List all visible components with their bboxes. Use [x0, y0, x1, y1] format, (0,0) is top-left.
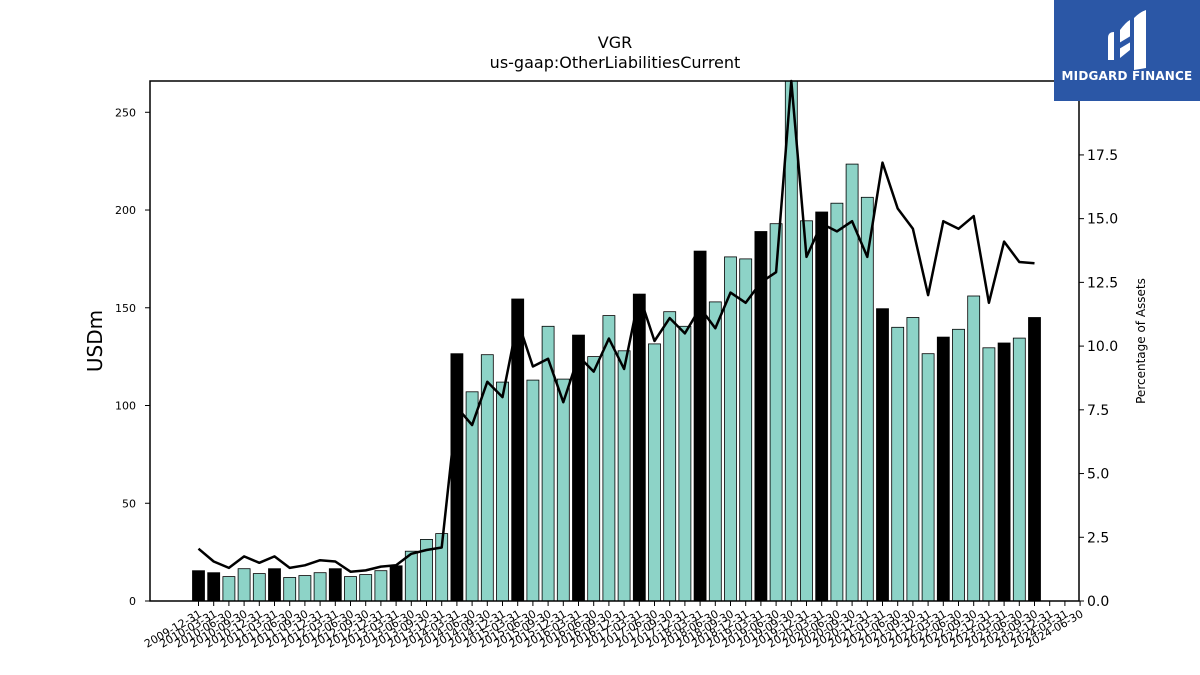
- bar: [328, 568, 342, 602]
- y2-tick-label: 12.5: [1087, 275, 1118, 291]
- bar: [724, 256, 737, 602]
- y2-tick-label: 2.5: [1087, 530, 1109, 546]
- logo-mark-icon: [1108, 10, 1146, 70]
- bar: [404, 550, 418, 602]
- bar: [739, 258, 753, 602]
- bar: [632, 293, 646, 602]
- y-tick-label: 0: [129, 595, 136, 608]
- bar: [693, 250, 707, 602]
- bar: [283, 577, 297, 602]
- bar: [572, 334, 585, 602]
- bar: [1012, 337, 1026, 602]
- bar: [997, 342, 1011, 602]
- brand-name: MIDGARD FINANCE: [1061, 69, 1193, 83]
- chart-title: VGR: [598, 33, 632, 52]
- bar: [526, 379, 540, 602]
- bar: [298, 575, 312, 602]
- bar: [207, 572, 221, 602]
- plot-frame: [149, 80, 1080, 602]
- bar: [374, 570, 388, 602]
- bar: [222, 576, 236, 602]
- chart-subtitle: us-gaap:OtherLiabilitiesCurrent: [490, 53, 741, 72]
- bar: [252, 573, 266, 602]
- y-tick-label: 100: [115, 400, 136, 413]
- y2-tick-label: 15.0: [1087, 212, 1118, 228]
- bar: [708, 301, 722, 602]
- bar: [313, 572, 327, 602]
- bar: [648, 343, 661, 602]
- bar: [982, 347, 996, 602]
- y2-tick-label: 7.5: [1087, 403, 1109, 419]
- bar: [921, 353, 935, 602]
- x-axis: 2009-12-312010-03-312010-06-302010-09-30…: [142, 601, 1086, 651]
- bar: [815, 211, 829, 602]
- bar: [587, 356, 601, 602]
- y2-tick-label: 5.0: [1087, 467, 1109, 483]
- bar: [663, 311, 677, 602]
- line-series: [197, 79, 1035, 573]
- y-axis-label-left: USDm: [83, 310, 107, 372]
- bar: [268, 568, 281, 602]
- y-axis-right: 0.0 2.5 5.0 7.5 10.0 12.5 15.0 17.5: [1079, 148, 1118, 610]
- bar: [556, 378, 570, 602]
- bar: [769, 223, 783, 602]
- brand-logo: MIDGARD FINANCE: [1054, 0, 1200, 101]
- bar: [906, 317, 920, 602]
- y2-tick-label: 0.0: [1087, 594, 1109, 610]
- bar: [192, 570, 205, 602]
- y-tick-label: 150: [115, 302, 136, 315]
- y2-tick-label: 10.0: [1087, 339, 1118, 355]
- bar: [952, 328, 965, 602]
- y-axis-label-right: Percentage of Assets: [1134, 278, 1148, 404]
- y2-tick-label: 17.5: [1087, 148, 1118, 164]
- percentage-line: [197, 79, 1035, 573]
- bar: [389, 565, 403, 602]
- bar-series: [192, 80, 1041, 602]
- y-tick-label: 50: [122, 497, 136, 510]
- bar: [830, 202, 844, 602]
- bar: [359, 574, 373, 602]
- y-tick-label: 250: [115, 106, 136, 119]
- bar: [1028, 317, 1041, 602]
- bar: [967, 295, 981, 602]
- y-tick-label: 200: [115, 204, 136, 217]
- bar: [602, 315, 616, 602]
- bar: [344, 576, 357, 602]
- bar: [450, 353, 464, 602]
- bar: [237, 568, 251, 602]
- bar: [678, 325, 692, 602]
- bar: [496, 381, 509, 602]
- bar: [936, 336, 950, 602]
- y-axis-left: 0 50 100 150 200 250: [115, 106, 150, 608]
- bar: [891, 326, 905, 602]
- bar: [800, 220, 813, 602]
- bar: [784, 80, 798, 602]
- bar: [876, 308, 889, 602]
- bar: [617, 350, 631, 602]
